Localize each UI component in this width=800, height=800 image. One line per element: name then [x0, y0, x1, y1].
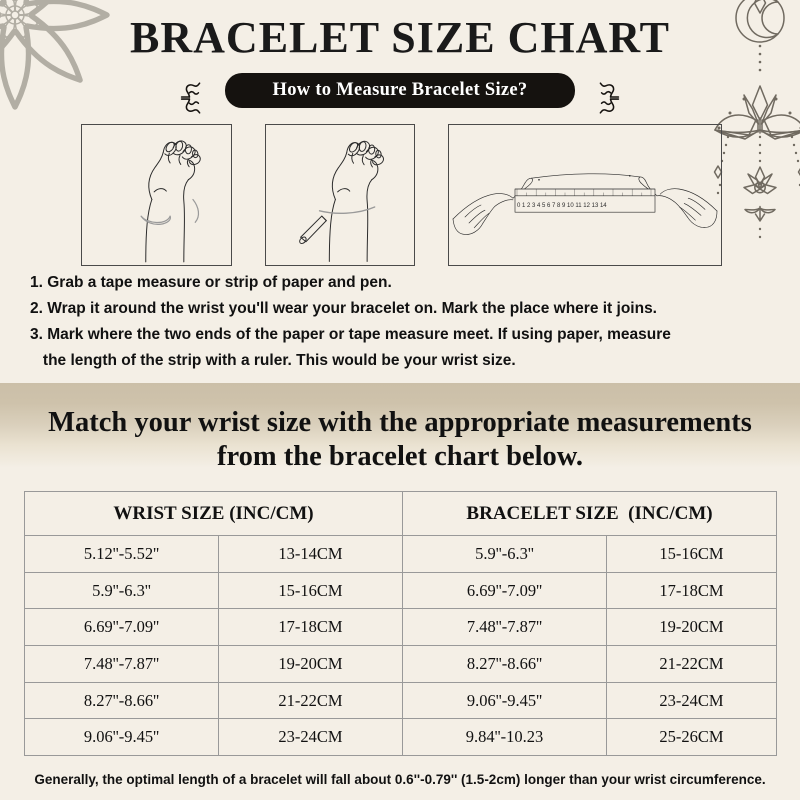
svg-text:0 1 2 3 4 5 6 7 8 9 10 11 12 1: 0 1 2 3 4 5 6 7 8 9 10 11 12 13 14	[517, 203, 607, 209]
